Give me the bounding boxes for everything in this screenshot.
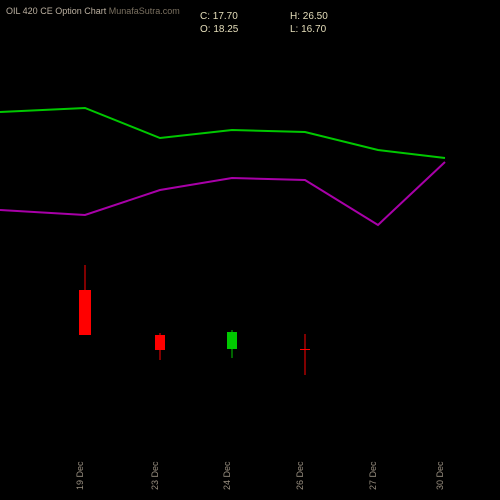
x-axis-labels: 19 Dec 23 Dec 24 Dec 26 Dec 27 Dec 30 Dec (0, 430, 460, 490)
ohlc-h: H: 26.50 (290, 10, 380, 23)
x-axis-label: 30 Dec (435, 461, 445, 490)
candle-body (155, 335, 165, 350)
chart-title: OIL 420 CE Option Chart MunafaSutra.com (6, 6, 180, 16)
title-main: OIL 420 CE Option Chart (6, 6, 106, 16)
candle-body (300, 349, 310, 350)
lower-band-line (0, 162, 445, 225)
ohlc-l: L: 16.70 (290, 23, 380, 36)
x-axis-label: 26 Dec (295, 461, 305, 490)
ohlc-c: C: 17.70 (200, 10, 290, 23)
upper-band-line (0, 108, 445, 158)
candle-body (79, 290, 91, 335)
chart-area (0, 50, 460, 410)
candle-body (227, 332, 237, 349)
x-axis-label: 27 Dec (368, 461, 378, 490)
x-axis-label: 19 Dec (75, 461, 85, 490)
x-axis-label: 23 Dec (150, 461, 160, 490)
title-sub: MunafaSutra.com (109, 6, 180, 16)
ohlc-block: C: 17.70 H: 26.50 O: 18.25 L: 16.70 (200, 10, 380, 36)
chart-svg (0, 50, 460, 410)
ohlc-o: O: 18.25 (200, 23, 290, 36)
x-axis-label: 24 Dec (222, 461, 232, 490)
